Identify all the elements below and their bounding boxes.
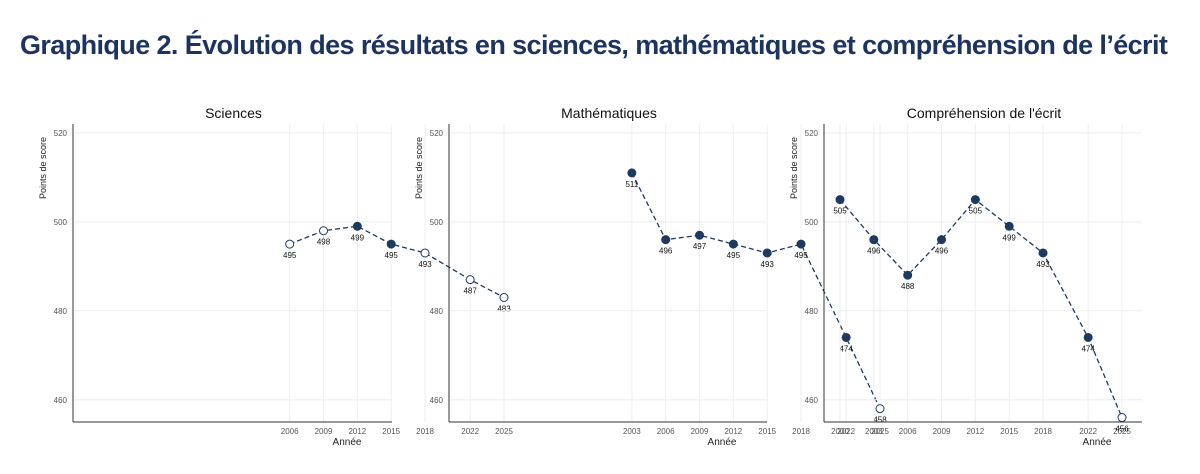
data-point bbox=[285, 239, 295, 249]
data-label: 496 bbox=[935, 247, 949, 256]
x-tick-label: 2025 bbox=[1113, 427, 1131, 436]
y-axis-label: Points de score bbox=[414, 137, 424, 199]
data-label: 497 bbox=[693, 242, 707, 251]
x-tick-label: 2025 bbox=[871, 427, 889, 436]
data-label: 493 bbox=[1036, 260, 1050, 269]
data-label: 495 bbox=[727, 251, 741, 260]
page-title: Graphique 2. Évolution des résultats en … bbox=[20, 30, 1168, 60]
data-point bbox=[1117, 413, 1127, 423]
data-label: 487 bbox=[463, 287, 477, 296]
data-point bbox=[695, 230, 705, 240]
data-point bbox=[835, 195, 845, 205]
x-tick-label: 2015 bbox=[1000, 427, 1018, 436]
x-tick-label: 2009 bbox=[691, 427, 709, 436]
data-label: 495 bbox=[283, 251, 297, 260]
y-tick-label: 480 bbox=[430, 307, 444, 316]
data-point bbox=[319, 226, 329, 236]
data-point bbox=[1083, 332, 1093, 342]
data-label: 498 bbox=[317, 238, 331, 247]
data-label: 474 bbox=[1081, 344, 1095, 353]
data-label: 483 bbox=[497, 304, 511, 313]
data-label: 505 bbox=[969, 207, 983, 216]
y-axis-label: Points de score bbox=[789, 137, 799, 199]
data-point bbox=[841, 332, 851, 342]
x-tick-label: 2018 bbox=[792, 427, 810, 436]
x-tick-label: 2018 bbox=[416, 427, 434, 436]
x-tick-label: 2012 bbox=[724, 427, 742, 436]
x-tick-label: 2006 bbox=[281, 427, 299, 436]
data-point bbox=[499, 292, 509, 302]
data-point bbox=[352, 221, 362, 231]
y-tick-label: 460 bbox=[430, 396, 444, 405]
data-point bbox=[970, 195, 980, 205]
x-tick-label: 2006 bbox=[657, 427, 675, 436]
data-point bbox=[762, 248, 772, 258]
panel-title: Sciences bbox=[205, 105, 262, 121]
y-tick-label: 500 bbox=[54, 218, 68, 227]
x-tick-label: 2000 bbox=[831, 427, 849, 436]
data-point bbox=[1004, 221, 1014, 231]
y-tick-label: 460 bbox=[54, 396, 68, 405]
x-tick-label: 2018 bbox=[1034, 427, 1052, 436]
x-tick-label: 2015 bbox=[758, 427, 776, 436]
x-tick-label: 2012 bbox=[966, 427, 984, 436]
data-point bbox=[869, 235, 879, 245]
data-point bbox=[661, 235, 671, 245]
data-point bbox=[875, 404, 885, 414]
y-tick-label: 520 bbox=[805, 129, 819, 138]
data-label: 499 bbox=[351, 233, 365, 242]
data-label: 456 bbox=[1115, 425, 1129, 434]
x-tick-label: 2025 bbox=[495, 427, 513, 436]
x-tick-label: 2006 bbox=[899, 427, 917, 436]
data-point bbox=[386, 239, 396, 249]
data-label: 474 bbox=[839, 344, 853, 353]
data-label: 488 bbox=[901, 282, 915, 291]
panel-title: Mathématiques bbox=[561, 105, 657, 121]
x-axis-label: Année bbox=[708, 437, 737, 448]
data-label: 493 bbox=[418, 260, 432, 269]
x-tick-label: 2003 bbox=[865, 427, 883, 436]
data-point bbox=[465, 275, 475, 285]
data-point bbox=[796, 239, 806, 249]
data-label: 495 bbox=[385, 251, 399, 260]
panel-title: Compréhension de l'écrit bbox=[907, 105, 1062, 121]
data-label: 496 bbox=[867, 247, 881, 256]
x-tick-label: 2022 bbox=[461, 427, 479, 436]
series-line bbox=[839, 198, 1123, 418]
y-tick-label: 520 bbox=[54, 129, 68, 138]
x-tick-label: 2009 bbox=[933, 427, 951, 436]
x-tick-label: 2009 bbox=[315, 427, 333, 436]
y-axis-label: Points de score bbox=[38, 137, 48, 199]
y-tick-label: 480 bbox=[54, 307, 68, 316]
y-tick-label: 460 bbox=[805, 396, 819, 405]
data-label: 496 bbox=[659, 247, 673, 256]
data-label: 499 bbox=[1003, 233, 1017, 242]
y-tick-label: 500 bbox=[430, 218, 444, 227]
y-tick-label: 500 bbox=[805, 218, 819, 227]
data-point bbox=[937, 235, 947, 245]
x-tick-label: 2003 bbox=[623, 427, 641, 436]
data-point bbox=[420, 248, 430, 258]
x-tick-label: 2015 bbox=[382, 427, 400, 436]
data-point bbox=[728, 239, 738, 249]
data-label: 511 bbox=[625, 180, 638, 189]
x-tick-label: 2012 bbox=[348, 427, 366, 436]
data-label: 458 bbox=[873, 416, 887, 425]
data-label: 505 bbox=[833, 207, 847, 216]
data-point bbox=[627, 168, 637, 178]
data-point bbox=[903, 270, 913, 280]
x-tick-label: 2022 bbox=[837, 427, 855, 436]
data-label: 495 bbox=[794, 251, 808, 260]
y-tick-label: 520 bbox=[430, 129, 444, 138]
data-label: 493 bbox=[761, 260, 775, 269]
data-point bbox=[1038, 248, 1048, 258]
series-line bbox=[631, 172, 881, 409]
x-axis-label: Année bbox=[1083, 437, 1112, 448]
y-tick-label: 480 bbox=[805, 307, 819, 316]
x-tick-label: 2022 bbox=[1079, 427, 1097, 436]
x-axis-label: Année bbox=[333, 437, 362, 448]
